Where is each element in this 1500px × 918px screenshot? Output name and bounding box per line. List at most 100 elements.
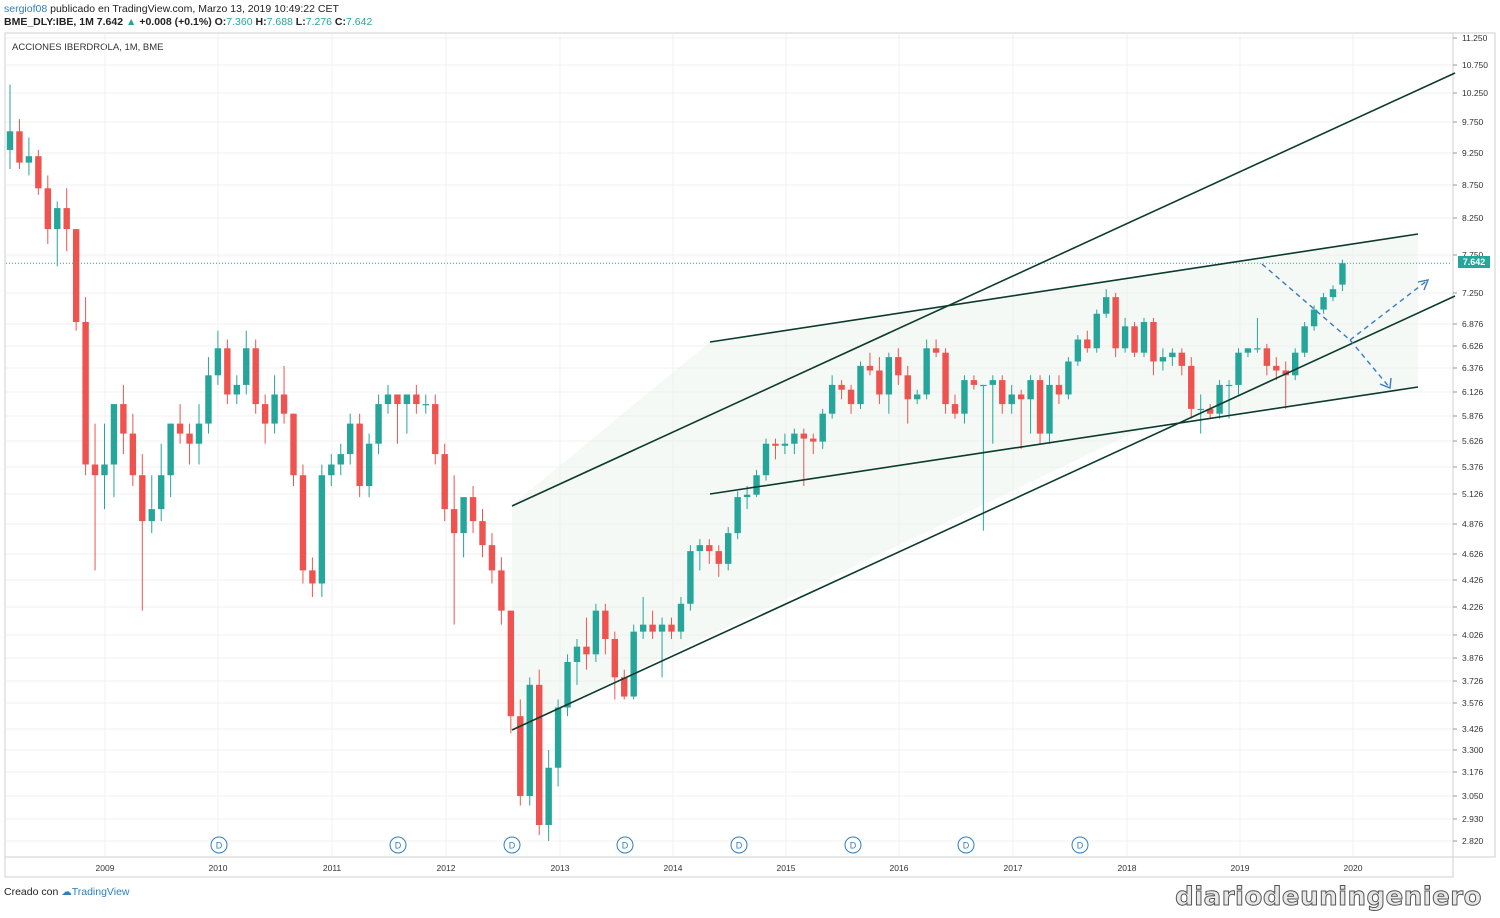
candle (422, 394, 429, 414)
candle (1329, 285, 1337, 302)
candle-body (1197, 408, 1204, 411)
candle (980, 384, 987, 531)
dividend-marker-icon: D (1071, 836, 1089, 854)
candle-body (1235, 352, 1242, 385)
candle-body (309, 570, 316, 584)
candle (1074, 335, 1082, 366)
candle (715, 545, 722, 577)
candle (1310, 305, 1318, 331)
candle (44, 175, 51, 244)
candle-body (101, 464, 108, 476)
candle (847, 384, 855, 414)
candle-body (668, 624, 675, 632)
candle (1244, 348, 1252, 358)
candle-body (545, 767, 552, 825)
y-tick-label: 4.026 (1462, 630, 1484, 640)
time-axis[interactable] (4, 856, 1454, 878)
candle (554, 699, 562, 787)
y-tick-label: 6.376 (1462, 363, 1484, 373)
candle-body (91, 464, 99, 476)
candle (649, 610, 656, 639)
footer-credit: Creado con ☁TradingView (4, 886, 130, 898)
candle-body (536, 684, 543, 825)
candle (91, 423, 99, 571)
candle-body (422, 404, 429, 406)
candle (1197, 394, 1204, 434)
candle (838, 380, 845, 400)
dividend-marker-icon: D (844, 836, 862, 854)
candle (828, 375, 836, 419)
candle-body (450, 509, 458, 534)
candle-body (507, 610, 515, 717)
x-tick-label: 2009 (96, 863, 115, 873)
candle-body (857, 365, 864, 405)
y-tick-label: 3.176 (1462, 767, 1484, 777)
candle-body (819, 413, 826, 442)
candle-body (498, 570, 505, 611)
candle-body (687, 551, 694, 604)
ohlc-legend: BME_DLY:IBE, 1M 7.642 ▲ +0.008 (+0.1%) O… (4, 16, 372, 28)
tradingview-link[interactable]: TradingView (71, 886, 130, 898)
candle-body (1282, 370, 1289, 376)
candle-body (44, 188, 51, 230)
trend-line (709, 233, 1419, 343)
candle (299, 464, 307, 584)
y-tick-label: 7.750 (1462, 250, 1484, 260)
y-tick-label: 2.820 (1462, 836, 1484, 846)
x-tick-label: 2014 (664, 863, 683, 873)
candle (904, 365, 911, 424)
candle (101, 423, 108, 510)
dividend-marker-icon: D (210, 836, 228, 854)
candle-body (1017, 394, 1025, 400)
candle-body (932, 348, 940, 353)
candle (1254, 317, 1261, 353)
tradingview-logo-icon[interactable]: ☁ (61, 886, 72, 898)
y-tick-label: 6.126 (1462, 387, 1484, 397)
candle (63, 188, 70, 252)
candle-body (791, 433, 798, 444)
dividend-label: D (850, 841, 857, 851)
candle (252, 339, 259, 414)
candle-body (1244, 348, 1252, 353)
high-value: 7.688 (266, 16, 293, 28)
candle-body (243, 348, 250, 385)
price-axis[interactable] (1452, 32, 1496, 858)
candle (517, 699, 524, 806)
candle-body (762, 443, 770, 476)
candle (82, 297, 89, 476)
y-tick-label: 5.876 (1462, 411, 1484, 421)
candle (592, 603, 600, 662)
author-link[interactable]: sergiof08 (4, 3, 48, 15)
candle (1263, 343, 1271, 376)
candle (365, 433, 373, 498)
candle (970, 375, 978, 390)
y-tick-label: 4.226 (1462, 602, 1484, 612)
candle-body (441, 454, 448, 510)
candle (1093, 309, 1100, 353)
dividend-label: D (395, 841, 402, 851)
y-tick-label: 3.726 (1462, 676, 1484, 686)
candle (309, 557, 316, 598)
candle (819, 408, 826, 449)
candle-body (743, 494, 751, 498)
x-tick-label: 2017 (1004, 863, 1023, 873)
candle (999, 375, 1006, 414)
candle-body (469, 497, 477, 522)
candle-body (1301, 326, 1308, 353)
y-tick-label: 8.750 (1462, 180, 1484, 190)
x-tick-label: 2019 (1231, 863, 1250, 873)
candle (1103, 289, 1110, 318)
candle-body (479, 521, 486, 546)
candle (762, 438, 770, 481)
candle (176, 404, 184, 444)
candle (781, 433, 789, 455)
y-tick-label: 6.626 (1462, 341, 1484, 351)
candle-body (432, 404, 439, 455)
candle (1150, 317, 1157, 376)
candle-body (280, 394, 288, 414)
candle (1084, 330, 1091, 353)
dividend-label: D (509, 841, 516, 851)
candle-body (1140, 322, 1148, 353)
candle-body (989, 380, 996, 385)
